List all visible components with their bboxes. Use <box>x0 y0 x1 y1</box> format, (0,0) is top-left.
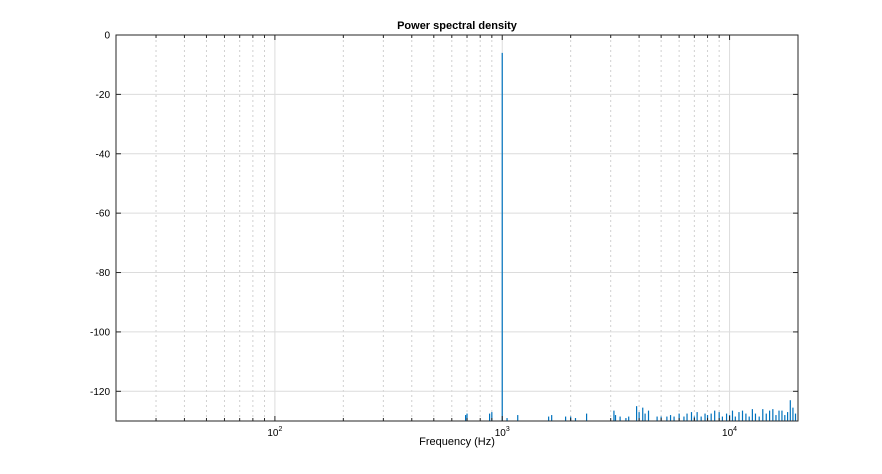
x-tick-exponent: 4 <box>733 426 737 433</box>
y-tick-label: -80 <box>96 268 111 279</box>
x-tick-base: 10 <box>722 428 734 439</box>
x-tick-label: 102 <box>267 426 282 439</box>
y-tick-label: 0 <box>104 31 110 42</box>
x-tick-base: 10 <box>267 428 279 439</box>
x-tick-label: 104 <box>722 426 737 439</box>
x-tick-label: 103 <box>495 426 510 439</box>
y-tick-label: -20 <box>96 90 111 101</box>
y-tick-label: -120 <box>90 387 110 398</box>
x-tick-exponent: 2 <box>279 426 283 433</box>
x-tick-base: 10 <box>495 428 507 439</box>
plot-frame <box>115 34 799 422</box>
x-tick-exponent: 3 <box>506 426 510 433</box>
psd-series <box>464 52 797 421</box>
y-tick-label: -100 <box>90 327 110 338</box>
plot-background <box>116 35 798 421</box>
y-tick-label: -40 <box>96 149 111 160</box>
x-axis-label: Frequency (Hz) <box>419 436 495 448</box>
y-tick-label: -60 <box>96 209 111 220</box>
chart-title: Power spectral density <box>397 20 518 32</box>
